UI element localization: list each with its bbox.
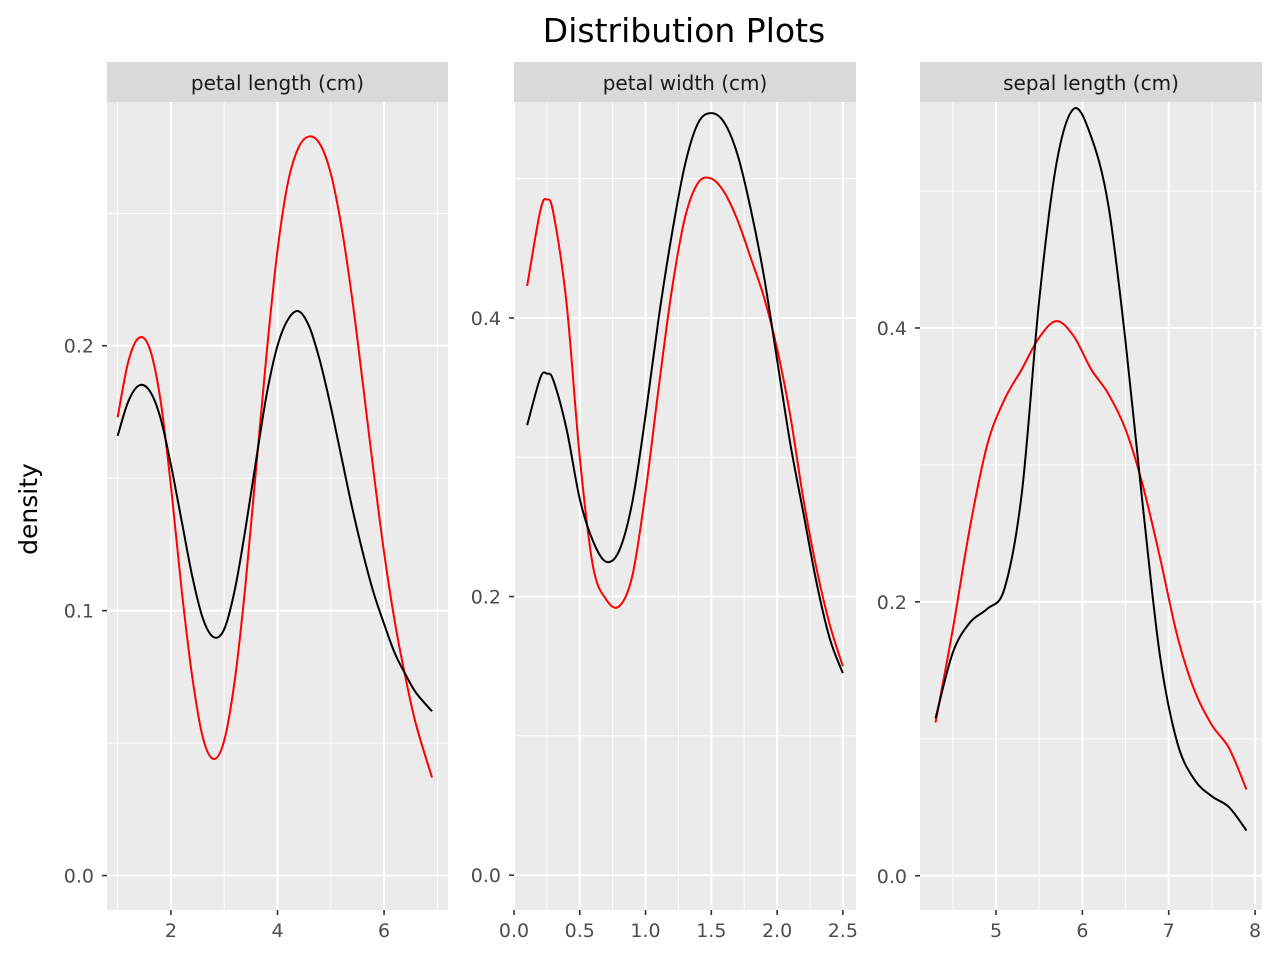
- facet-strip-label: petal width (cm): [603, 71, 768, 95]
- y-tick-label: 0.4: [471, 308, 501, 330]
- panel-background: [514, 102, 856, 910]
- x-tick-label: 5: [990, 920, 1002, 942]
- y-tick-label: 0.0: [877, 866, 907, 888]
- x-tick-label: 6: [1076, 920, 1088, 942]
- density-line-black: [526, 112, 844, 674]
- y-tick-label: 0.2: [471, 587, 501, 609]
- x-tick-label: 6: [378, 920, 390, 942]
- x-tick-label: 0.5: [565, 920, 595, 942]
- y-tick-label: 0.1: [64, 601, 94, 623]
- x-tick-label: 2.0: [762, 920, 792, 942]
- facet-strip-label: sepal length (cm): [1003, 71, 1179, 95]
- x-tick-label: 8: [1249, 920, 1261, 942]
- y-tick-label: 0.2: [64, 336, 94, 358]
- y-axis-label: density: [14, 463, 43, 555]
- y-tick-label: 0.2: [877, 592, 907, 614]
- x-tick-label: 2.5: [828, 920, 858, 942]
- chart-title: Distribution Plots: [543, 11, 825, 50]
- density-line-black: [934, 107, 1248, 832]
- x-tick-label: 2: [165, 920, 177, 942]
- density-line-red: [116, 135, 433, 778]
- facet-strip-bg: [107, 62, 448, 102]
- x-tick-label: 1.5: [696, 920, 726, 942]
- y-tick-label: 0.0: [64, 866, 94, 888]
- x-tick-label: 0.0: [499, 920, 529, 942]
- density-line-black: [116, 310, 433, 712]
- x-tick-label: 1.0: [630, 920, 660, 942]
- facet-panel-1: petal length (cm) 2 4 6 0.0 0.1 0.2: [64, 62, 448, 942]
- facet-strip-bg: [920, 62, 1262, 102]
- x-tick-label: 7: [1163, 920, 1175, 942]
- panel-background: [920, 102, 1262, 910]
- facet-strip-bg: [514, 62, 856, 102]
- y-tick-label: 0.4: [877, 318, 907, 340]
- y-tick-label: 0.0: [471, 865, 501, 887]
- facet-panel-3: sepal length (cm) 5 6 7 8 0.0 0.2 0.4: [877, 62, 1262, 942]
- facet-strip-label: petal length (cm): [191, 71, 364, 95]
- x-tick-label: 4: [271, 920, 283, 942]
- density-line-red: [526, 176, 844, 667]
- density-line-red: [934, 320, 1248, 790]
- facet-panel-2: petal width (cm) 0.0 0.5 1.0 1.5 2.0 2.5 0.0 0.2…: [471, 62, 858, 942]
